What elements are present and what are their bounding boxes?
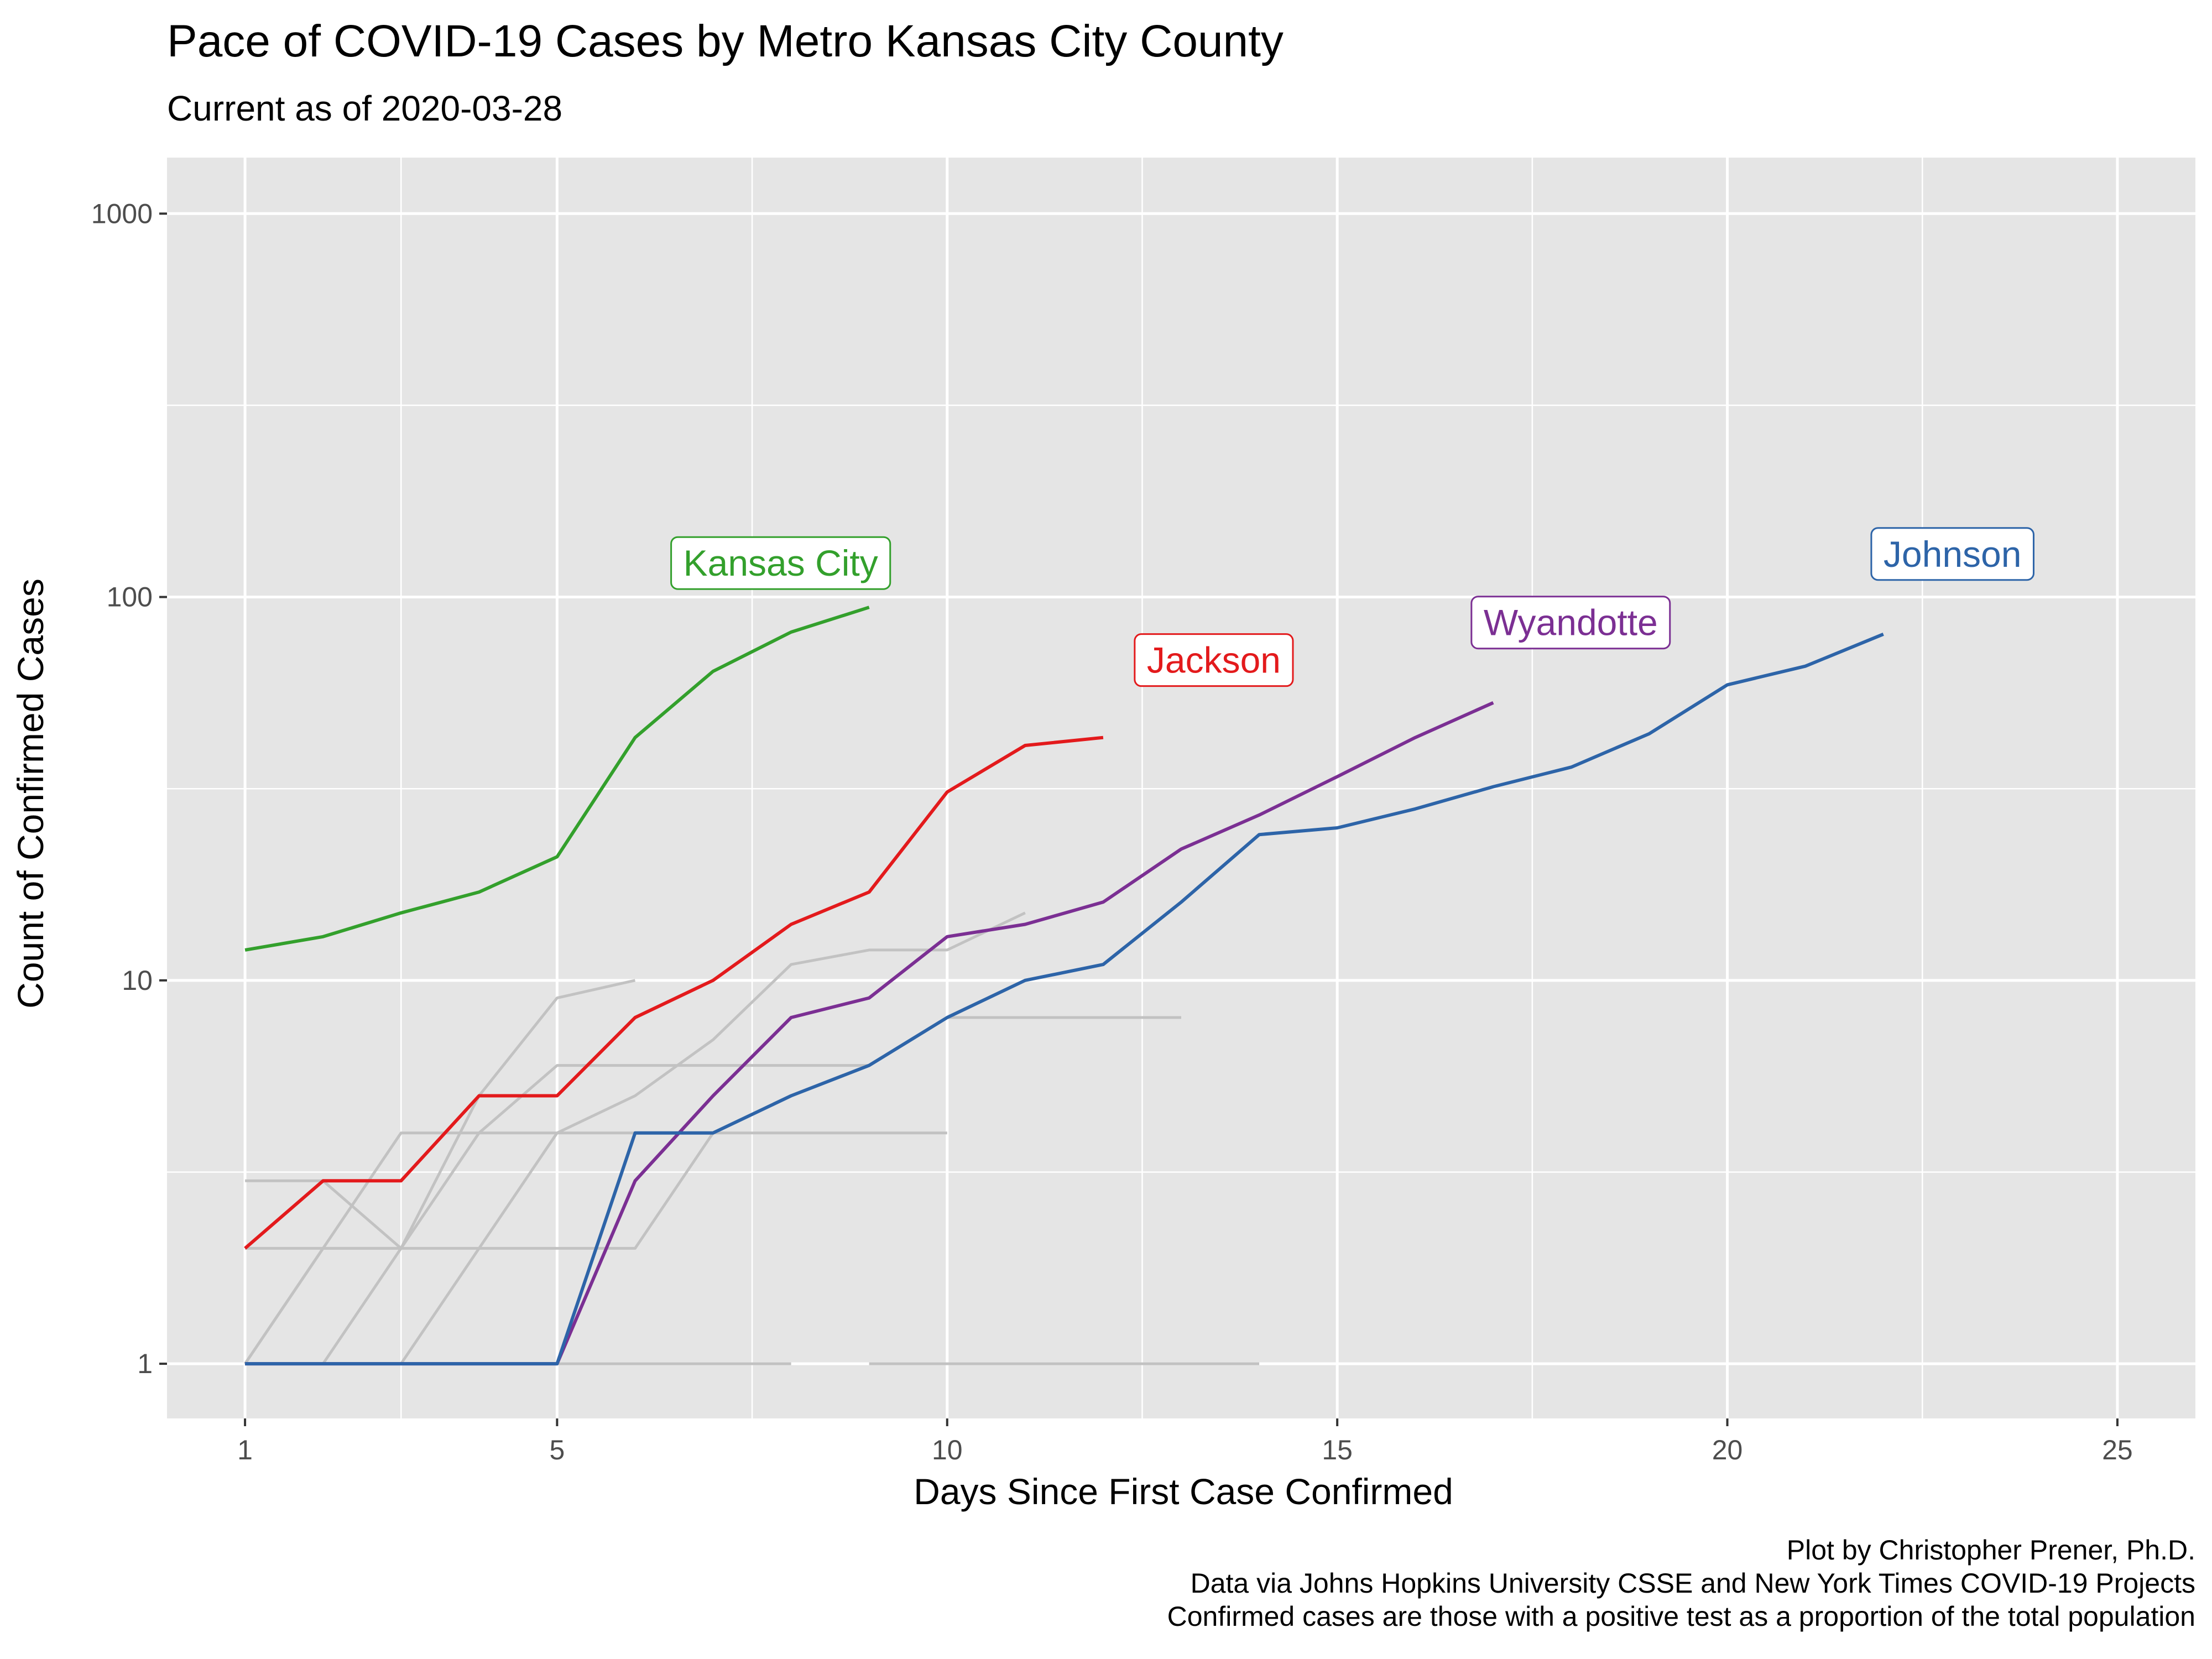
chart-title: Pace of COVID-19 Cases by Metro Kansas C…: [167, 16, 1284, 66]
grid-minor: [167, 158, 2195, 1418]
y-tick-label: 1000: [91, 198, 153, 229]
label-kansas-city: Kansas City: [670, 536, 891, 590]
caption-line-3: Confirmed cases are those with a positiv…: [1167, 1601, 2195, 1632]
x-tick-label: 15: [1322, 1434, 1353, 1465]
x-axis-title: Days Since First Case Confirmed: [914, 1471, 1453, 1512]
y-tick-label: 100: [107, 582, 153, 613]
label-jackson: Jackson: [1134, 633, 1294, 687]
chart-subtitle: Current as of 2020-03-28: [167, 88, 562, 128]
series-labels: Kansas City Jackson Wyandotte Johnson: [670, 527, 2034, 687]
y-tick-label: 1: [137, 1348, 153, 1379]
x-tick-label: 1: [237, 1434, 253, 1465]
x-tick-label: 20: [1712, 1434, 1743, 1465]
label-box-johnson: [1870, 527, 2034, 581]
highlighted-series: [244, 606, 1884, 1366]
background-series-line: [244, 979, 636, 1365]
label-text-kansas-city: Kansas City: [684, 542, 878, 583]
background-series-line: [323, 911, 1026, 1365]
y-tick-label: 10: [122, 965, 153, 996]
y-axis-title: Count of Confirmed Cases: [10, 578, 51, 1009]
label-text-wyandotte: Wyandotte: [1484, 602, 1658, 643]
label-box-kansas-city: [670, 536, 891, 590]
x-tick-label: 10: [932, 1434, 963, 1465]
label-box-wyandotte: [1470, 596, 1671, 650]
label-wyandotte: Wyandotte: [1470, 596, 1671, 650]
series-line-kansas-city: [244, 606, 870, 952]
series-line-jackson: [244, 735, 1104, 1250]
label-text-jackson: Jackson: [1147, 640, 1281, 681]
background-series: [244, 911, 1260, 1365]
x-tick-label: 5: [549, 1434, 565, 1465]
caption-line-1: Plot by Christopher Prener, Ph.D.: [1787, 1535, 2195, 1566]
label-johnson: Johnson: [1870, 527, 2034, 581]
series-line-johnson: [245, 633, 1884, 1366]
label-box-jackson: [1134, 633, 1294, 687]
caption-line-2: Data via Johns Hopkins University CSSE a…: [1191, 1568, 2195, 1599]
background-series-line: [322, 1064, 869, 1365]
label-text-johnson: Johnson: [1884, 534, 2022, 575]
x-tick-label: 25: [2102, 1434, 2133, 1465]
